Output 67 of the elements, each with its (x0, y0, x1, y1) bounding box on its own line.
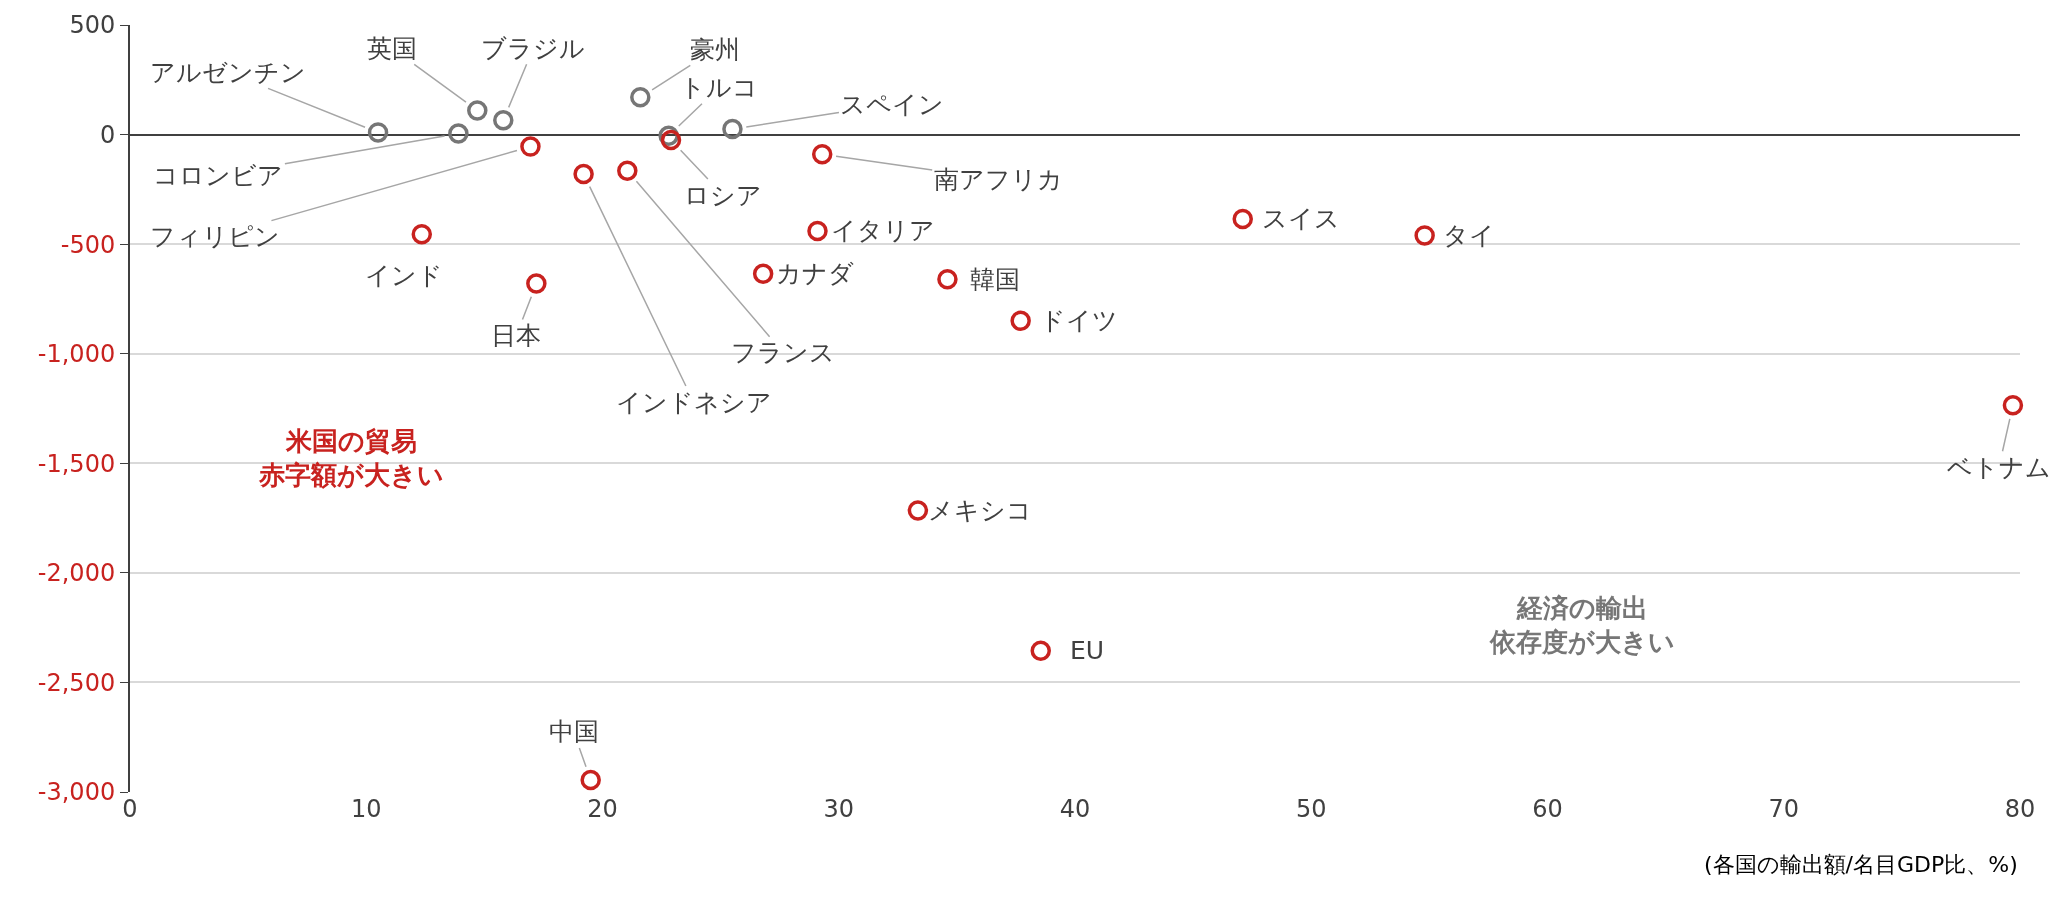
point (580, 769, 601, 791)
point (493, 110, 514, 131)
annotation: フィリピン (150, 222, 280, 251)
point (937, 268, 958, 290)
annotation: フランス (731, 338, 835, 367)
x-tick-label: 30 (823, 795, 855, 823)
annotation: 南アフリカ (934, 165, 1063, 194)
annotation: 中国 (549, 717, 599, 746)
point (630, 87, 651, 108)
annotation: ロシア (684, 181, 762, 210)
point (1232, 208, 1253, 230)
annotation: タイ (1443, 221, 1495, 250)
point (722, 118, 743, 140)
point (2002, 394, 2024, 416)
point (411, 224, 433, 245)
y-tick-label: -1,000 (37, 340, 116, 369)
annotation: カナダ (776, 259, 854, 288)
point (1414, 225, 1435, 246)
annotation: イタリア (831, 216, 935, 245)
annotation: 豪州 (690, 35, 740, 64)
point (811, 144, 833, 165)
y-tick-label: -1,500 (37, 449, 116, 478)
annotation: 経済の輸出依存度が大きい (1489, 593, 1675, 657)
annotation: ブラジル (481, 34, 585, 63)
point (1030, 640, 1051, 661)
y-tick-label: 500 (69, 11, 116, 40)
point (752, 263, 774, 284)
annotation: スペイン (840, 90, 944, 119)
x-tick-label: 20 (587, 795, 618, 823)
x-axis-title: (各国の輸出額/名目GDP比、%) (1704, 852, 2018, 877)
y-tick-label: 0 (99, 120, 116, 149)
y-tick-label: -3,000 (37, 778, 116, 807)
annotation: インド (365, 261, 443, 290)
x-tick-label: 10 (350, 795, 382, 823)
annotation: インドネシア (616, 388, 772, 417)
annotation: ベトナム (1947, 453, 2051, 482)
x-tick-label: 40 (1059, 795, 1091, 823)
y-tick-label: -2,500 (37, 668, 116, 697)
annotation: 日本 (491, 321, 541, 350)
y-tick-label: -2,000 (37, 559, 116, 588)
annotation: スイス (1262, 204, 1340, 233)
point (617, 160, 638, 181)
point (526, 273, 547, 294)
annotation: メキシコ (928, 496, 1032, 525)
x-tick-label: 60 (1532, 795, 1563, 823)
annotation: ドイツ (1040, 306, 1118, 335)
annotation: 英国 (367, 34, 417, 63)
point (1010, 310, 1031, 332)
x-tick-label: 70 (1768, 795, 1800, 823)
point (660, 129, 682, 151)
point (807, 220, 828, 242)
x-tick-label: 0 (122, 795, 138, 823)
annotation: 米国の貿易赤字額が大きい (258, 426, 444, 490)
point (520, 136, 541, 157)
point (467, 100, 488, 121)
y-tick-label: -500 (60, 230, 116, 259)
annotation: トルコ (680, 73, 758, 102)
point (907, 500, 929, 521)
annotation: アルゼンチン (150, 58, 306, 87)
point (367, 122, 389, 143)
x-tick-label: 80 (2004, 795, 2036, 823)
x-tick-label: 50 (1295, 795, 1327, 823)
annotation: 韓国 (970, 265, 1020, 294)
point (448, 123, 469, 144)
annotation: コロンビア (153, 161, 283, 190)
annotation: EU (1070, 636, 1105, 665)
point (573, 163, 594, 185)
